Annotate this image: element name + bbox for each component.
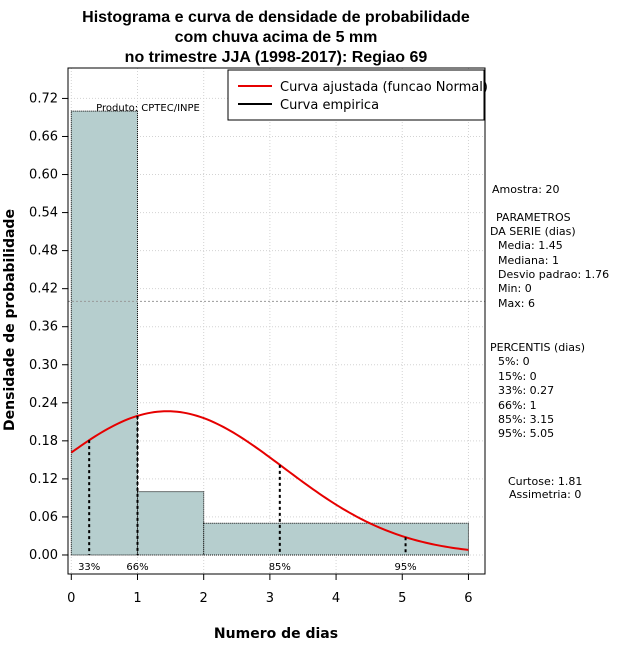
- percentil-5: 5%: 0: [498, 355, 530, 368]
- chart-title-line-3: no trimestre JJA (1998-2017): Regiao 69: [125, 49, 428, 66]
- y-tick-label: 0.06: [29, 510, 58, 525]
- x-axis-label: Numero de dias: [214, 626, 338, 642]
- percentile-label: 85%: [269, 562, 291, 573]
- y-tick-label: 0.48: [29, 244, 58, 259]
- legend-label-normal: Curva ajustada (funcao Normal): [280, 80, 488, 95]
- param-min: Min: 0: [498, 282, 532, 295]
- param-max: Max: 6: [498, 297, 535, 310]
- y-axis-label: Densidade de probabilidade: [2, 209, 18, 431]
- percentile-markers: 33% 66% 85% 95%: [78, 415, 417, 573]
- x-tick-label: 4: [332, 591, 340, 606]
- y-axis: 0.00 0.06 0.12 0.18 0.24 0.30 0.36 0.42 0.48 0.54…: [29, 91, 68, 563]
- percentil-85: 85%: 3.15: [498, 413, 554, 426]
- histogram-bar: [70, 110, 138, 556]
- chart-title-line-2: com chuva acima de 5 mm: [175, 29, 378, 46]
- x-tick-label: 3: [266, 591, 274, 606]
- legend: Curva ajustada (funcao Normal) Curva emp…: [227, 69, 488, 121]
- histogram-bar: [137, 491, 205, 556]
- percentile-label: 33%: [78, 562, 100, 573]
- legend-label-empirical: Curva empirica: [280, 98, 379, 113]
- y-tick-label: 0.60: [29, 168, 58, 183]
- x-tick-label: 5: [398, 591, 406, 606]
- side-panel: Amostra: 20 PARAMETROS DA SERIE (dias) M…: [490, 183, 609, 501]
- param-mediana: Mediana: 1: [498, 254, 559, 267]
- percentil-15: 15%: 0: [498, 370, 537, 383]
- y-tick-label: 0.24: [29, 396, 58, 411]
- x-tick-label: 0: [67, 591, 75, 606]
- assimetria: Assimetria: 0: [509, 488, 581, 501]
- y-tick-label: 0.72: [29, 91, 58, 106]
- percentile-label: 95%: [394, 562, 416, 573]
- param-desvio: Desvio padrao: 1.76: [498, 268, 609, 281]
- sample-size: Amostra: 20: [492, 183, 559, 196]
- y-tick-label: 0.00: [29, 548, 58, 563]
- y-tick-label: 0.12: [29, 472, 58, 487]
- histogram-bars: [70, 110, 469, 556]
- y-tick-label: 0.18: [29, 434, 58, 449]
- y-tick-label: 0.42: [29, 282, 58, 297]
- x-tick-label: 1: [133, 591, 141, 606]
- x-tick-label: 2: [200, 591, 208, 606]
- percentis-title: PERCENTIS (dias): [490, 341, 585, 354]
- normal-curve: [70, 410, 469, 551]
- histogram-bar: [203, 522, 469, 556]
- chart-title-line-1: Histograma e curva de densidade de proba…: [82, 9, 470, 26]
- legend-box: [227, 69, 485, 121]
- percentil-33: 33%: 0.27: [498, 384, 554, 397]
- curtose: Curtose: 1.81: [508, 475, 582, 488]
- params-title-2: DA SERIE (dias): [490, 225, 576, 238]
- y-tick-label: 0.36: [29, 320, 58, 335]
- percentile-label: 66%: [126, 562, 148, 573]
- param-media: Media: 1.45: [498, 239, 563, 252]
- x-axis: 0 1 2 3 4 5 6: [67, 574, 473, 606]
- plot-frame: [67, 67, 486, 575]
- y-tick-label: 0.54: [29, 206, 58, 221]
- x-tick-label: 6: [464, 591, 472, 606]
- product-label: Produto: CPTEC/INPE: [96, 103, 200, 114]
- y-tick-label: 0.30: [29, 358, 58, 373]
- params-title-1: PARAMETROS: [496, 211, 571, 224]
- percentil-95: 95%: 5.05: [498, 427, 554, 440]
- y-tick-label: 0.66: [29, 129, 58, 144]
- percentil-66: 66%: 1: [498, 399, 537, 412]
